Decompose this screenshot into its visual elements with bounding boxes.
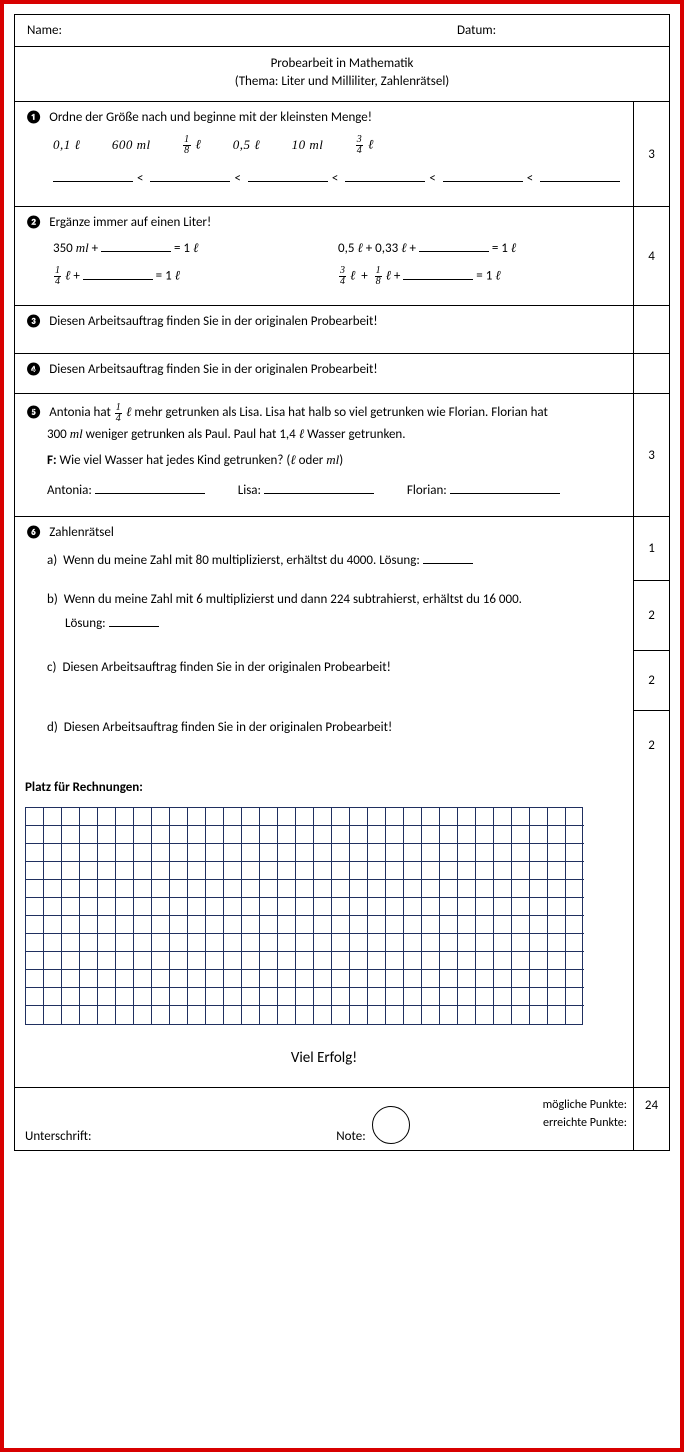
possible-points-value: 24 [645, 1098, 658, 1113]
q6-b[interactable]: b)Wenn du meine Zahl mit 6 multipliziers… [47, 592, 623, 648]
name-label: Name: [27, 23, 457, 38]
q1-number: ❶ [25, 110, 42, 125]
q5-line1a: Antonia hat [49, 405, 114, 420]
q1-ordering-blanks[interactable]: < < < < < [53, 170, 623, 186]
q2-eq4[interactable]: 34 ℓ + 18 ℓ + = 1 ℓ [338, 266, 623, 287]
q6-a[interactable]: a)Wenn du meine Zahl mit 80 multiplizier… [47, 552, 623, 580]
question-4-row: ❹ Diesen Arbeitsauftrag finden Sie in de… [15, 354, 669, 394]
question-5: ❺ Antonia hat 14 ℓ mehr getrunken als Li… [15, 394, 633, 516]
q5-question: Wie viel Wasser hat jedes Kind getrunken… [60, 453, 344, 468]
question-1: ❶ Ordne der Größe nach und beginne mit d… [15, 102, 633, 206]
calculation-grid[interactable] [25, 807, 583, 1025]
title-line-1: Probearbeit in Mathematik [15, 55, 669, 73]
question-1-row: ❶ Ordne der Größe nach und beginne mit d… [15, 102, 669, 207]
title-row: Probearbeit in Mathematik (Thema: Liter … [15, 47, 669, 102]
q6b-points: 2 [634, 581, 669, 651]
q6a-points: 1 [634, 517, 669, 581]
date-label: Datum: [457, 23, 657, 38]
q3-text: Diesen Arbeitsauftrag finden Sie in der … [49, 314, 377, 329]
q6-c: c)Diesen Arbeitsauftrag finden Sie in de… [47, 660, 623, 708]
q1-points: 3 [633, 102, 669, 206]
footer-row: Unterschrift: Note: mögliche Punkte: err… [15, 1088, 669, 1150]
question-6: ❻ Zahlenrätsel a)Wenn du meine Zahl mit … [15, 517, 633, 780]
q4-text: Diesen Arbeitsauftrag finden Sie in der … [49, 362, 377, 377]
outer-frame: Name: Datum: Probearbeit in Mathematik (… [0, 0, 684, 1452]
q6-title: Zahlenrätsel [49, 525, 114, 540]
q2-text: Ergänze immer auf einen Liter! [49, 215, 211, 230]
q1-text: Ordne der Größe nach und beginne mit der… [49, 110, 372, 125]
q5-line2: 300 ml weniger getrunken als Paul. Paul … [47, 424, 623, 446]
q6-number: ❻ [25, 525, 42, 540]
q6d-points: 2 [634, 711, 669, 780]
q2-points: 4 [633, 207, 669, 305]
achieved-points-value [650, 1125, 653, 1140]
question-6-row: ❻ Zahlenrätsel a)Wenn du meine Zahl mit … [15, 517, 669, 780]
q3-points [633, 306, 669, 353]
question-2: ❷ Ergänze immer auf einen Liter! 350 ml … [15, 207, 633, 305]
q1-values: 0,1 ℓ 600 ml 18 ℓ 0,5 ℓ 10 ml 34 ℓ [53, 135, 623, 156]
q2-eq3[interactable]: 14 ℓ + = 1 ℓ [53, 266, 338, 287]
question-3-row: ❸ Diesen Arbeitsauftrag finden Sie in de… [15, 306, 669, 354]
total-points-cell: 24 [633, 1088, 669, 1150]
signature-field[interactable]: Unterschrift: [15, 1088, 303, 1150]
points-summary: mögliche Punkte: erreichte Punkte: [443, 1088, 633, 1150]
q2-eq1[interactable]: 350 ml + = 1 ℓ [53, 240, 338, 256]
q5-answers[interactable]: Antonia: Lisa: Florian: [47, 482, 623, 498]
question-5-row: ❺ Antonia hat 14 ℓ mehr getrunken als Li… [15, 394, 669, 517]
good-luck: Viel Erfolg! [25, 1031, 623, 1079]
q5-F-label: F: [47, 453, 57, 468]
q6c-points: 2 [634, 651, 669, 711]
calc-label: Platz für Rechnungen: [25, 780, 623, 795]
q4-number: ❹ [25, 362, 42, 377]
worksheet: Name: Datum: Probearbeit in Mathematik (… [14, 14, 670, 1151]
q4-points [633, 354, 669, 393]
grade-field[interactable]: Note: [303, 1088, 443, 1150]
q3-number: ❸ [25, 314, 42, 329]
q5-number: ❺ [25, 403, 42, 424]
q6-d: d)Diesen Arbeitsauftrag finden Sie in de… [47, 720, 623, 768]
q2-number: ❷ [25, 215, 42, 230]
header-row: Name: Datum: [15, 15, 669, 47]
question-2-row: ❷ Ergänze immer auf einen Liter! 350 ml … [15, 207, 669, 306]
calc-row: Platz für Rechnungen: Viel Erfolg! [15, 780, 669, 1088]
q6-points-column: 1 2 2 2 [633, 517, 669, 780]
calc-points-empty [633, 780, 669, 1087]
title-line-2: (Thema: Liter und Milliliter, Zahlenräts… [15, 73, 669, 91]
q2-eq2[interactable]: 0,5 ℓ + 0,33 ℓ + = 1 ℓ [338, 240, 623, 256]
grade-circle[interactable] [372, 1106, 410, 1144]
q5-line1b: mehr getrunken als Lisa. Lisa hat halb s… [131, 405, 547, 420]
q5-points: 3 [633, 394, 669, 516]
